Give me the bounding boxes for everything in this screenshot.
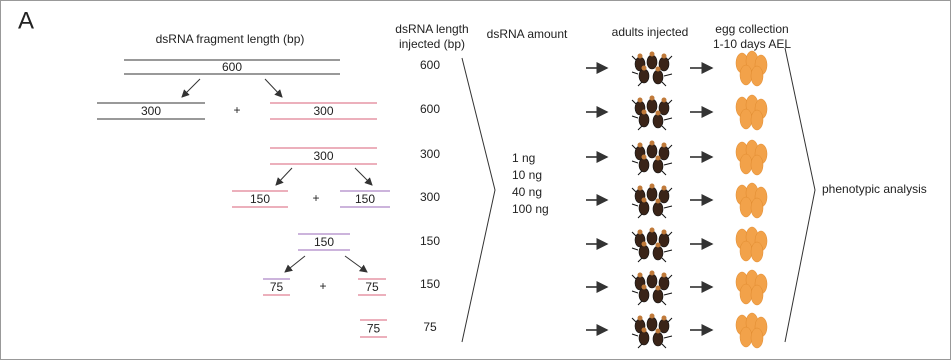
beetles	[632, 52, 672, 87]
split-arrows	[182, 79, 372, 272]
eggs	[736, 183, 767, 218]
eggs	[736, 270, 767, 305]
beetles	[632, 96, 672, 131]
amount: 100 ng	[512, 202, 549, 216]
diagram: A dsRNA fragment length (bp) dsRNA lengt…	[0, 0, 951, 360]
fragment-label: 75	[365, 280, 379, 294]
header: dsRNA amount	[487, 27, 568, 41]
plus: +	[312, 191, 319, 205]
beetles	[632, 228, 672, 263]
header: dsRNA fragment length (bp)	[156, 32, 305, 46]
fragment-label: 300	[313, 149, 333, 163]
injected-length: 75	[423, 320, 437, 334]
fragment-label: 75	[367, 322, 381, 336]
fragment-label: 150	[250, 192, 270, 206]
injected-length: 300	[420, 147, 440, 161]
fragment-label: 150	[314, 235, 334, 249]
beetles	[632, 314, 672, 349]
beetles	[632, 141, 672, 176]
result: phenotypic analysis	[822, 182, 927, 196]
eggs	[736, 140, 767, 175]
header: egg collection	[715, 22, 788, 36]
injected-length: 300	[420, 190, 440, 204]
fragment-label: 75	[270, 280, 284, 294]
amount: 1 ng	[512, 151, 535, 165]
bracket	[462, 58, 495, 342]
amount: 10 ng	[512, 168, 542, 182]
amount: 40 ng	[512, 185, 542, 199]
plus: +	[233, 103, 240, 117]
injected-length: 150	[420, 277, 440, 291]
header: dsRNA length	[395, 22, 468, 36]
fragment-label: 300	[313, 104, 333, 118]
panel-label: A	[18, 7, 34, 34]
beetles	[632, 271, 672, 306]
header: 1-10 days AEL	[713, 37, 791, 51]
plus: +	[319, 279, 326, 293]
frame	[1, 1, 951, 360]
beetles	[632, 184, 672, 219]
header: adults injected	[612, 25, 689, 39]
fragment-label: 600	[222, 60, 242, 74]
header: injected (bp)	[399, 37, 465, 51]
eggs	[736, 313, 767, 348]
eggs	[736, 51, 767, 86]
eggs	[736, 227, 767, 262]
injected-length: 600	[420, 102, 440, 116]
eggs	[736, 95, 767, 130]
injected-length: 600	[420, 58, 440, 72]
fragment-label: 150	[355, 192, 375, 206]
fragment-label: 300	[141, 104, 161, 118]
bracket	[785, 48, 815, 342]
injected-length: 150	[420, 234, 440, 248]
